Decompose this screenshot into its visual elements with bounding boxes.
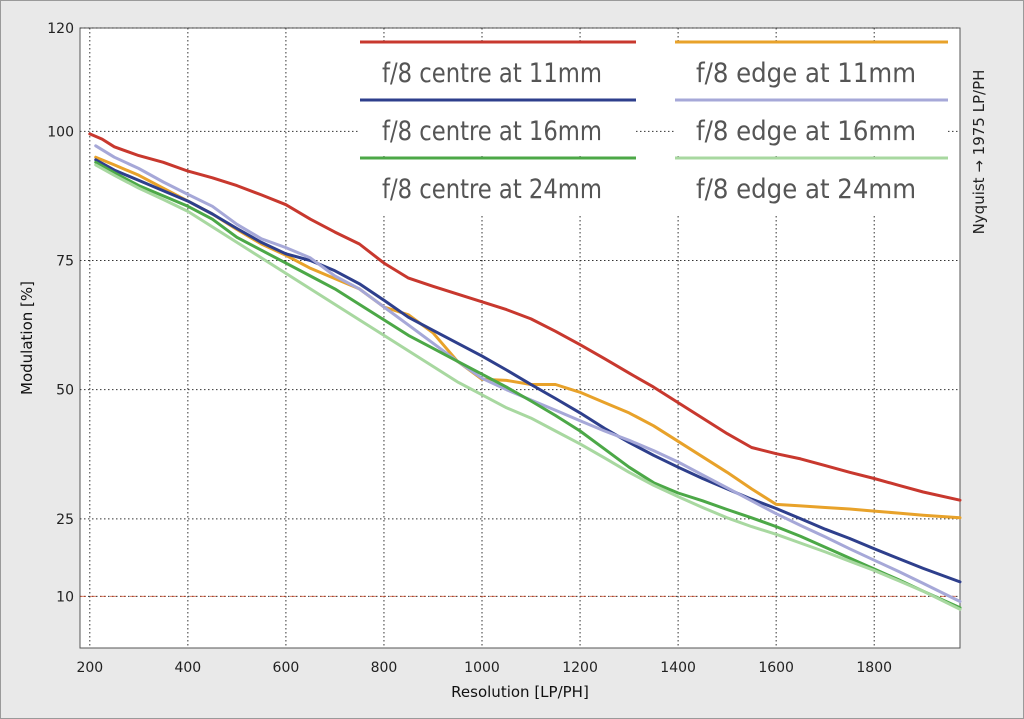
y-tick-label: 10 bbox=[56, 589, 74, 605]
series-line-5 bbox=[94, 160, 962, 610]
y-axis-title: Modulation [%] bbox=[18, 281, 36, 395]
legend-label: f/8 centre at 24mm bbox=[382, 174, 602, 205]
series-line-1 bbox=[88, 132, 962, 502]
x-tick-label: 1600 bbox=[758, 660, 794, 676]
y-tick-label: 120 bbox=[47, 21, 74, 37]
y-axis-ticks: 10 25 50 75 100 120 bbox=[47, 21, 74, 605]
series-line-3 bbox=[94, 158, 962, 584]
x-tick-label: 1200 bbox=[562, 660, 598, 676]
legend-entry-bg bbox=[675, 42, 948, 98]
legend-entry-bg bbox=[360, 158, 636, 214]
x-tick-label: 600 bbox=[273, 660, 300, 676]
x-tick-label: 1800 bbox=[856, 660, 892, 676]
x-tick-label: 800 bbox=[371, 660, 398, 676]
nyquist-annotation: Nyquist → 1975 LP/PH bbox=[970, 70, 988, 235]
x-tick-label: 1400 bbox=[660, 660, 696, 676]
series-line-6 bbox=[94, 163, 962, 611]
x-axis-title: Resolution [LP/PH] bbox=[451, 683, 589, 701]
legend-entry-bg bbox=[675, 100, 948, 156]
legend-label: f/8 centre at 11mm bbox=[382, 58, 602, 89]
y-tick-label: 50 bbox=[56, 383, 74, 399]
y-tick-label: 25 bbox=[56, 512, 74, 528]
legend-label: f/8 edge at 16mm bbox=[696, 116, 916, 147]
legend: f/8 centre at 11mm f/8 centre at 16mm f/8 … bbox=[360, 40, 948, 214]
legend-label: f/8 edge at 24mm bbox=[696, 174, 916, 205]
x-axis-ticks: 200 400 600 800 1000 1200 1400 1600 1800 bbox=[76, 660, 892, 676]
x-tick-label: 400 bbox=[174, 660, 201, 676]
x-tick-label: 1000 bbox=[464, 660, 500, 676]
y-tick-label: 75 bbox=[56, 254, 74, 270]
series-layer bbox=[88, 132, 962, 611]
legend-entry-bg bbox=[360, 42, 636, 98]
y-tick-label: 100 bbox=[47, 124, 74, 140]
legend-entry-bg bbox=[360, 100, 636, 156]
legend-label: f/8 edge at 11mm bbox=[696, 58, 916, 89]
x-tick-label: 200 bbox=[76, 660, 103, 676]
legend-entry-bg bbox=[675, 158, 948, 214]
legend-label: f/8 centre at 16mm bbox=[382, 116, 602, 147]
